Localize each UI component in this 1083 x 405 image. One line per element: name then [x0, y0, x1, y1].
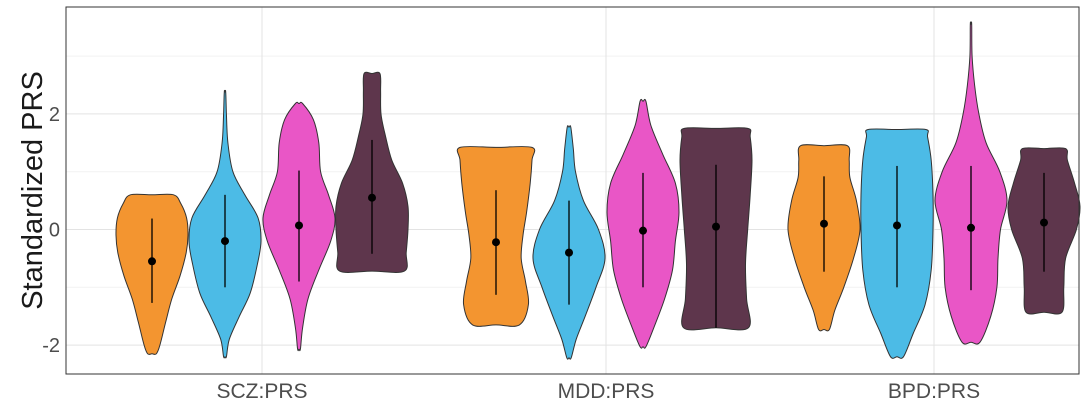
plot-panel-border: [65, 6, 1080, 375]
y-tick-label: 2: [49, 104, 60, 126]
violin-mean-point: [221, 237, 229, 246]
y-axis-tick-labels: -2 0 2: [42, 104, 60, 357]
y-tick-label: -2: [42, 335, 60, 357]
violin-mean-point: [295, 221, 303, 230]
y-tick-label: 0: [49, 220, 60, 242]
x-axis-tick-labels: SCZ:PRS MDD:PRS BPD:PRS: [216, 380, 980, 403]
violin-mean-point: [820, 219, 828, 228]
violin-mean-point: [1040, 218, 1048, 227]
violin-mean-point: [967, 223, 975, 232]
violin-mean-point: [565, 248, 573, 257]
violin-mean-point: [639, 226, 647, 235]
violin-mean-point: [492, 238, 500, 247]
violin-mean-point: [148, 257, 156, 266]
x-tick-label: MDD:PRS: [558, 380, 655, 403]
violin-mean-point: [712, 222, 720, 231]
violin-mean-point: [893, 221, 901, 230]
x-tick-label: BPD:PRS: [888, 380, 980, 403]
violin-mean-point: [368, 193, 376, 202]
y-axis-title: Standardized PRS: [17, 71, 49, 310]
x-tick-label: SCZ:PRS: [216, 380, 307, 403]
violins-layer: [115, 21, 1081, 360]
